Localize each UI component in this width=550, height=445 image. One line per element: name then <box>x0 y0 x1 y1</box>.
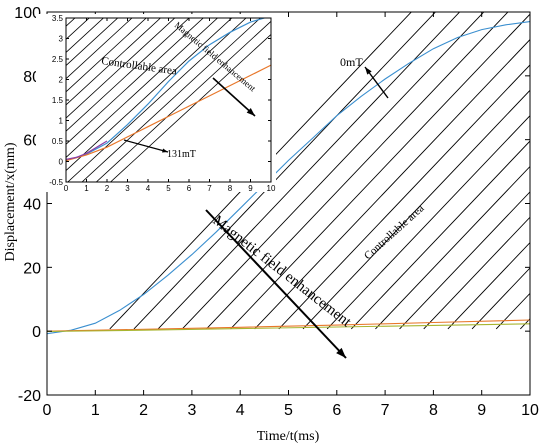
x-tick-label: 1 <box>84 184 89 193</box>
hatch-line <box>181 12 485 330</box>
y-tick-label: 1 <box>59 117 64 126</box>
x-tick-label: 0 <box>64 184 69 193</box>
arrow-magnetic-field-inset-head <box>246 108 255 116</box>
series-line-0 <box>66 18 267 162</box>
hatch-line <box>423 216 530 330</box>
hatch-line <box>326 115 530 330</box>
x-tick-label: 4 <box>236 402 245 419</box>
x-tick-label: 5 <box>284 402 293 419</box>
y-tick-label: 1.5 <box>52 96 64 105</box>
hatch-line <box>66 18 105 53</box>
x-tick-label: 8 <box>228 184 233 193</box>
x-tick-label: 0 <box>43 402 52 419</box>
hatch-line <box>206 12 509 330</box>
x-tick-label: 10 <box>267 184 276 193</box>
y-tick-label: 40 <box>23 197 41 214</box>
hatch-line <box>95 20 271 182</box>
series-line-1 <box>66 64 271 162</box>
y-tick-label: -0.5 <box>49 178 63 187</box>
hatch-line <box>109 34 271 182</box>
series-line-2 <box>47 323 530 333</box>
x-tick-label: 9 <box>477 402 486 419</box>
arrow-magnetic-field-main-head <box>336 347 346 358</box>
y-tick-label: 2 <box>59 76 64 85</box>
hatch-line <box>302 89 530 330</box>
y-axis-label: Displacement/x(mm) <box>3 142 18 261</box>
hatch-line <box>66 0 271 13</box>
hatch-line <box>66 18 204 145</box>
series-line-0 <box>47 21 530 335</box>
y-tick-label: 100 <box>14 5 41 22</box>
hatch-line <box>66 18 133 79</box>
hatch-line <box>447 241 530 330</box>
x-tick-label: 6 <box>187 184 192 193</box>
hatch-line <box>544 0 550 329</box>
y-tick-label: 0.5 <box>52 137 64 146</box>
x-tick-label: 1 <box>91 402 100 419</box>
arrow-0mT-head <box>365 67 372 75</box>
hatch-line <box>157 12 461 330</box>
y-tick-label: 0 <box>59 158 64 167</box>
x-tick-label: 10 <box>521 402 539 419</box>
hatch-line <box>67 18 247 182</box>
x-axis-label: Time/t(ms) <box>257 429 320 444</box>
hatch-group <box>66 0 271 182</box>
x-tick-label: 2 <box>105 184 110 193</box>
hatch-line <box>66 18 176 119</box>
x-tick-label: 7 <box>207 184 212 193</box>
arrow-131mT-head <box>162 148 168 153</box>
hatch-line <box>133 12 437 330</box>
hatch-line <box>375 165 530 330</box>
x-tick-label: 5 <box>166 184 171 193</box>
hatch-group <box>109 0 550 330</box>
x-tick-label: 9 <box>248 184 253 193</box>
y-tick-label: 3.5 <box>52 14 64 23</box>
hatch-line <box>66 18 233 171</box>
hatch-line <box>230 13 530 330</box>
y-tick-label: 2.5 <box>52 55 64 64</box>
hatch-line <box>66 18 190 132</box>
arrow-magnetic-field-main-shaft <box>205 209 347 359</box>
hatch-line <box>66 18 162 106</box>
y-tick-label: 3 <box>59 35 64 44</box>
arrow-magnetic-field-inset-shaft <box>212 77 256 117</box>
y-tick-label: 0 <box>32 324 41 341</box>
x-tick-label: 3 <box>125 184 130 193</box>
inset-plot: 0 1 2 3 4 5 6 7 8 9 10-0.500.511.522.533.5 <box>36 0 276 193</box>
x-tick-label: 2 <box>139 402 148 419</box>
inset-label-131mT: 131mT <box>167 149 196 160</box>
hatch-line <box>66 18 147 93</box>
hatch-line <box>81 18 261 182</box>
label-0mT: 0mT <box>340 55 363 69</box>
hatch-line <box>254 38 530 330</box>
hatch-line <box>399 191 530 330</box>
hatch-line <box>66 18 119 66</box>
x-tick-label: 4 <box>146 184 151 193</box>
x-tick-label: 8 <box>429 402 438 419</box>
series-line-1 <box>47 319 530 332</box>
x-tick-label: 3 <box>187 402 196 419</box>
y-tick-label: 20 <box>23 260 41 277</box>
hatch-line <box>109 12 412 330</box>
x-tick-label: 6 <box>332 402 341 419</box>
y-tick-label: -20 <box>18 388 41 405</box>
hatch-line <box>278 64 530 330</box>
x-tick-label: 7 <box>381 402 390 419</box>
series-line-2 <box>66 140 108 160</box>
hatch-line <box>66 18 219 158</box>
arrow-131mT-shaft <box>123 139 169 153</box>
hatch-line <box>350 140 530 330</box>
